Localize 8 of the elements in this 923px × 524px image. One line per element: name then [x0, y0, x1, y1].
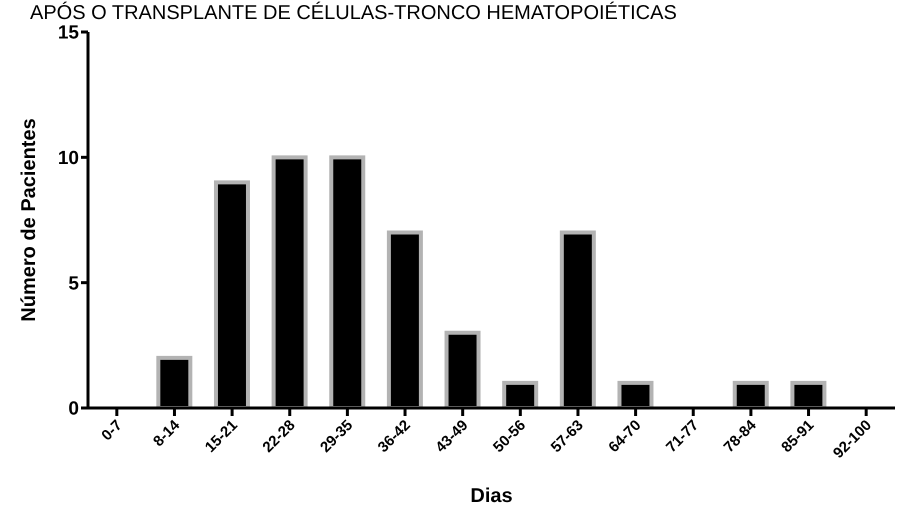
y-tick-label: 10	[58, 148, 79, 170]
chart-title: APÓS O TRANSPLANTE DE CÉLULAS-TRONCO HEMATOPOIÉTICAS	[30, 2, 677, 25]
y-tick-label: 15	[58, 22, 80, 44]
y-tick-label: 5	[68, 273, 80, 294]
x-tick-label: 0-7	[98, 416, 126, 444]
x-axis-title: Dias	[470, 485, 513, 507]
y-axis-title: Número de Pacientes	[18, 118, 40, 322]
y-tick-label: 0	[68, 398, 79, 420]
